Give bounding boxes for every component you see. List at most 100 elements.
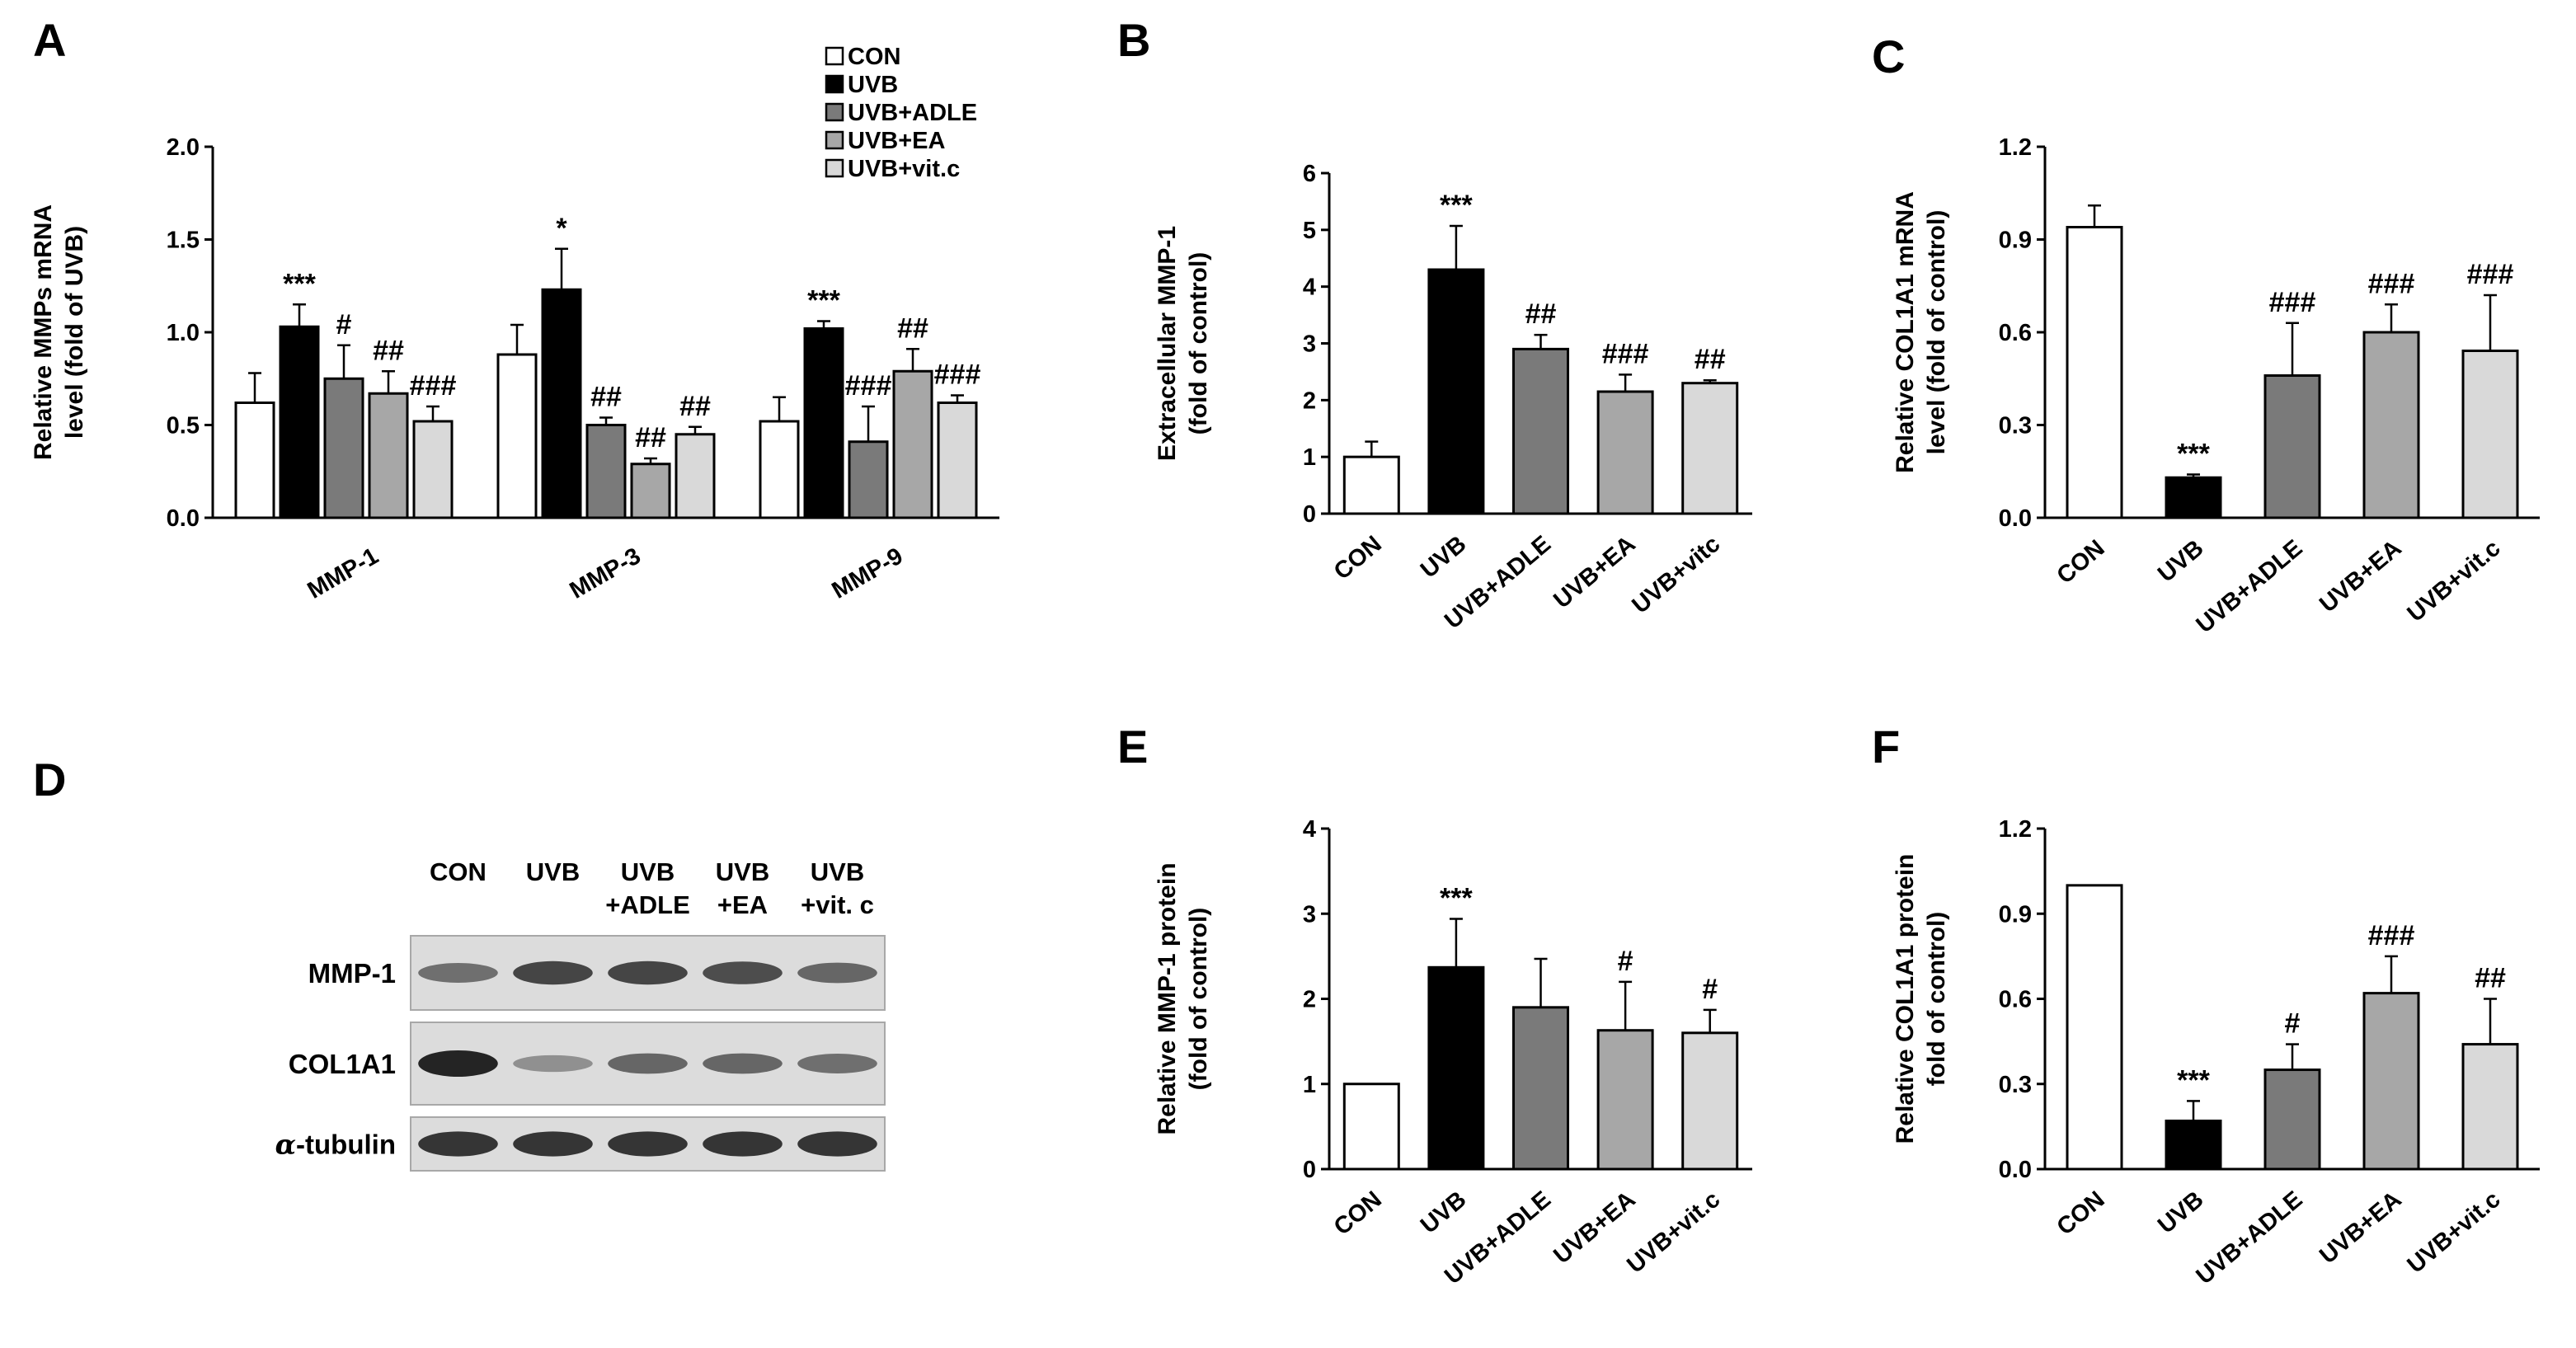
x-tick-label-f: UVB+ADLE [2192,1186,2308,1290]
significance-label-c: ### [2467,259,2514,290]
panel-letter-d: D [33,754,66,806]
blot-lane-label: UVB [811,857,864,886]
blot-lane-label: +EA [717,890,768,919]
bar-e-uvb-vit-c [1681,1031,1739,1171]
y-axis-title-e: (fold of control) [1185,908,1212,1091]
y-axis-title-b: (fold of control) [1185,252,1212,435]
y-tick-label-e: 3 [1303,901,1316,928]
x-tick-label-e: UVB [1416,1186,1471,1239]
y-tick-label-b: 5 [1303,218,1316,244]
bar-a-uvb-adle [585,424,627,519]
panel-letter-e: E [1117,721,1148,773]
bar-b-con [1342,455,1400,515]
x-tick-label-c: UVB+ADLE [2192,535,2308,639]
y-axis-title-a: level (fold of UVB) [61,226,88,439]
bar-a-uvb [541,288,582,519]
legend-swatch-con [825,46,844,66]
legend-label-uvb-vit-c: UVB+vit.c [848,156,960,182]
bar-c-uvb-adle [2263,374,2321,519]
significance-label-f: ## [2475,963,2506,994]
legend-swatch-uvb [825,74,844,94]
bar-f-uvb-ea [2362,992,2420,1171]
blot-band [513,1054,593,1073]
y-tick-label-a: 1.0 [167,320,200,346]
significance-label-a: ## [897,312,928,344]
bar-a-uvb-vit-c [937,402,978,519]
significance-label-c: *** [2177,439,2210,470]
y-tick-label-c: 0.6 [1999,320,2032,346]
significance-label-f: *** [2177,1064,2210,1096]
y-tick-label-a: 0.5 [167,413,200,439]
blot-row-label: COL1A1 [289,1049,396,1079]
panel-letter-a: A [33,14,66,66]
legend-swatch-uvb-vit-c [825,158,844,178]
bar-b-uvb-adle [1512,347,1569,515]
blot-lane-label: UVB [526,857,580,886]
legend-swatch-uvb-ea [825,130,844,150]
bar-c-uvb-ea [2362,331,2420,519]
y-tick-label-b: 6 [1303,161,1316,187]
blot-row-label: MMP-1 [308,958,396,989]
x-tick-label-b: UVB+EA [1549,531,1640,614]
y-axis-title-c: Relative COL1A1 mRNA [1892,191,1919,473]
chart-panel-b: 0 1 2 3 4 5 6 Extracellular MMP-1 (fold of contr… [1154,161,1752,634]
blot-row-label-text: -tubulin [296,1130,396,1160]
significance-label-a: ## [590,382,622,413]
x-tick-label-f: UVB+vit.c [2403,1186,2506,1279]
significance-label-b: ## [1695,344,1726,375]
blot-band [418,1131,498,1157]
blot-band [703,961,783,984]
x-tick-label-f: CON [2052,1186,2110,1241]
y-tick-label-e: 1 [1303,1072,1316,1098]
panel-letter-b: B [1117,14,1150,66]
chart-panel-c: 0.0 0.3 0.6 0.9 1.2 Relative COL1A1 mRNA level… [1892,134,2540,638]
significance-label-a: *** [283,268,316,299]
significance-label-b: *** [1440,190,1473,221]
bar-e-con [1342,1083,1400,1171]
x-tick-label-a: MMP-9 [828,542,908,604]
bar-f-uvb-vit-c [2461,1043,2519,1171]
blot-band [797,962,877,984]
blot-row-label: α-tubulin [275,1129,396,1161]
x-tick-label-c: UVB [2153,535,2208,588]
y-tick-label-b: 1 [1303,444,1316,471]
bar-c-uvb [2165,476,2222,519]
bar-b-uvb [1427,268,1485,515]
blot-band [513,1131,593,1157]
blot-lane-label: UVB [716,857,769,886]
blot-row-label-text: MMP-1 [308,958,396,989]
x-tick-label-c: UVB+EA [2315,535,2406,618]
blot-lane-label: +vit. c [801,890,874,919]
y-tick-label-c: 1.2 [1999,134,2032,161]
bar-f-uvb [2165,1119,2222,1171]
significance-label-e: *** [1440,882,1473,914]
y-tick-label-b: 0 [1303,501,1316,528]
bar-a-con [496,353,538,519]
bar-a-uvb-ea [892,369,933,519]
bar-a-uvb-vit-c [675,433,716,519]
blot-band [797,1054,877,1073]
bar-e-uvb-adle [1512,1006,1569,1171]
legend-label-uvb-adle: UVB+ADLE [848,100,977,126]
bar-c-con [2066,226,2123,519]
y-axis-title-f: fold of control) [1923,912,1950,1087]
significance-label-f: ### [2368,920,2415,951]
panel-letter-c: C [1872,31,1905,82]
legend-label-uvb-ea: UVB+EA [848,128,946,154]
bar-e-uvb-ea [1596,1029,1654,1171]
significance-label-c: ### [2368,268,2415,299]
bar-b-uvb-vitc [1681,382,1739,515]
bar-a-uvb-vit-c [412,420,454,519]
alpha-symbol: α [275,1129,296,1161]
bar-b-uvb-ea [1596,390,1654,515]
chart-panel-a: 0.0 0.5 1.0 1.5 2.0 Relative MMPs mRNA level (… [30,134,999,604]
y-tick-label-f: 1.2 [1999,816,2032,843]
y-tick-label-c: 0.0 [1999,505,2032,532]
y-tick-label-e: 4 [1303,816,1316,843]
y-tick-label-a: 2.0 [167,134,200,161]
blot-band [608,1131,688,1157]
bar-f-uvb-adle [2263,1069,2321,1171]
x-tick-label-e: CON [1329,1186,1387,1241]
